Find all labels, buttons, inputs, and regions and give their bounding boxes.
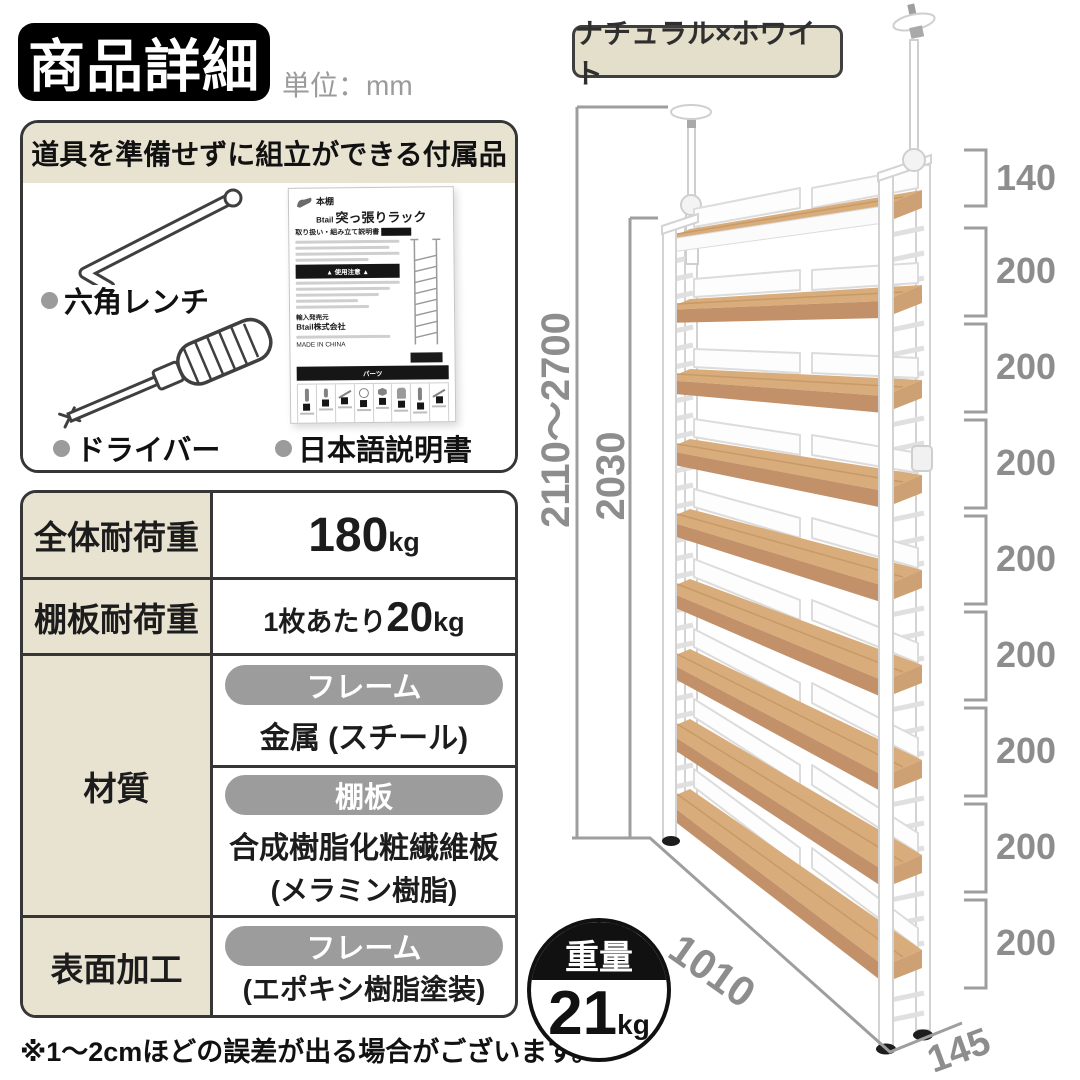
dim-top-gap: 140 — [996, 157, 1057, 198]
page-title-badge: 商品詳細 — [18, 23, 270, 101]
shelf-load-value: 20 — [386, 592, 434, 640]
shelf — [664, 768, 922, 983]
accessory-item: 日本語説明書 — [275, 427, 472, 469]
spec-material-frame: フレーム 金属 (スチール) — [213, 653, 515, 765]
manual-tag — [410, 352, 443, 363]
manual-heading: 本棚 — [315, 196, 334, 207]
manual-parts-grid — [296, 382, 450, 424]
material-shelf-text: 合成樹脂化粧繊維板 — [229, 831, 499, 865]
dim-shelf-gap: 200 — [996, 826, 1057, 867]
shelf — [664, 348, 922, 413]
color-variant-label: ナチュラル×ホワイト — [572, 18, 843, 89]
manual-caution-bar: ▲ 使用注意 ▲ — [295, 263, 400, 279]
spec-row-label: 表面加工 — [23, 915, 213, 1015]
dim-shelf-gap: 200 — [996, 346, 1057, 387]
total-load-unit: kg — [388, 526, 420, 557]
surface-frame-text: (エポキシ樹脂塗装) — [242, 973, 486, 1005]
manual-origin: MADE IN CHINA — [296, 341, 346, 349]
accessory-label: 六角レンチ — [64, 287, 210, 319]
dim-shelf-gap: 200 — [996, 922, 1057, 963]
spec-row-label: 材質 — [23, 653, 213, 915]
weight-unit: kg — [617, 1009, 650, 1040]
shelf — [664, 698, 922, 888]
dim-shelf-gap: 200 — [996, 538, 1057, 579]
dim-shelf-gap: 200 — [996, 634, 1057, 675]
screwdriver-icon — [58, 317, 273, 429]
total-load-value: 180 — [308, 508, 389, 562]
dim-frame-height: 2030 — [589, 431, 633, 521]
dim-shelf-gap: 200 — [996, 730, 1057, 771]
accessory-item: 六角レンチ — [41, 279, 209, 321]
manual-figure-column — [403, 236, 448, 363]
manual-rack-sketch — [410, 238, 441, 345]
dim-total-height: 2110～2700 — [534, 312, 578, 528]
material-shelf-text2: (メラミン樹脂) — [270, 874, 458, 906]
manual-company: Btail株式会社 — [296, 322, 346, 332]
manual-parts-bar: パーツ — [296, 365, 449, 381]
page-title: 商品詳細 — [28, 35, 260, 99]
shelves — [663, 167, 922, 983]
spec-material-shelf: 棚板 合成樹脂化粧繊維板 (メラミン樹脂) — [213, 765, 515, 915]
weight-value: 21 — [548, 979, 618, 1048]
accessories-header: 道具を準備せずに組立ができる付属品 — [23, 123, 515, 183]
manual-brand: Btail — [316, 215, 334, 225]
accessories-body: 六角レンチ ドライバー — [23, 183, 515, 470]
dimension-lines — [572, 105, 988, 1054]
unit-label: 単位：mm — [282, 70, 413, 101]
manual-title: 突っ張りラック — [335, 209, 427, 226]
right-tension-pole — [892, 3, 936, 472]
manual-logo-icon — [296, 197, 312, 208]
bullet-icon — [53, 439, 70, 457]
surface-frame-pill: フレーム — [225, 925, 503, 966]
hex-wrench-icon — [78, 188, 243, 285]
accessory-label: ドライバー — [76, 435, 221, 467]
shelf — [664, 262, 922, 323]
manual-sheet: 本棚 Btail 突っ張りラック 取り扱い・組み立て説明書 ▲ 使用注意 ▲ 輸入… — [287, 186, 457, 424]
spec-surface-value: フレーム (エポキシ樹脂塗装) — [213, 915, 515, 1015]
bullet-icon — [275, 439, 292, 457]
tolerance-note: ※1～2cmほどの誤差が出る場合がございます。 — [20, 1037, 599, 1067]
material-shelf-pill: 棚板 — [225, 774, 503, 815]
bullet-icon — [41, 291, 58, 309]
spec-table: 全体耐荷重 180 kg 棚板耐荷重 1枚あたり 20 kg 材質 フレーム 金属 (… — [20, 490, 518, 1018]
shelf-load-prefix: 1枚あたり — [263, 606, 387, 637]
spec-row-value: 1枚あたり 20 kg — [213, 577, 515, 653]
spec-row-label: 全体耐荷重 — [23, 493, 213, 577]
material-frame-text: 金属 (スチール) — [259, 721, 469, 755]
manual-code-chip — [381, 227, 412, 236]
weight-label: 重量 — [565, 938, 633, 977]
dim-shelf-gap: 200 — [996, 442, 1057, 483]
shelf-load-unit: kg — [433, 606, 465, 637]
spec-row-value: 180 kg — [213, 493, 515, 577]
left-frame-rungs — [669, 254, 694, 819]
material-frame-pill: フレーム — [225, 664, 503, 705]
accessory-item: ドライバー — [53, 427, 220, 469]
accessory-label: 日本語説明書 — [298, 435, 473, 467]
spec-row-label: 棚板耐荷重 — [23, 577, 213, 653]
shelf — [664, 558, 922, 698]
manual-text-column: ▲ 使用注意 ▲ 輸入発売元 Btail株式会社 MADE IN CHINA — [295, 237, 400, 364]
weight-badge: 重量 21 kg — [527, 918, 671, 1062]
dim-shelf-gap: 200 — [996, 250, 1057, 291]
shelf — [664, 488, 922, 603]
accessories-box: 道具を準備せずに組立ができる付属品 六角レンチ — [20, 120, 518, 473]
